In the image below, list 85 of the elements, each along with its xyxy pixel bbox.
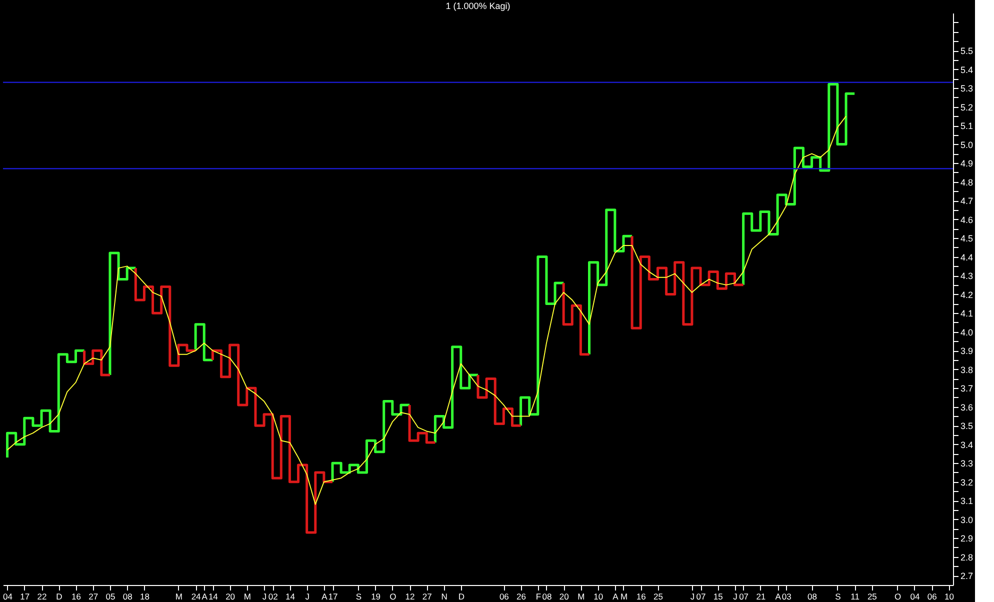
x-tick-label: O xyxy=(390,592,397,602)
x-tick-label: 27 xyxy=(422,592,432,602)
x-tick-label: M xyxy=(175,592,182,602)
x-tick-label: 17 xyxy=(20,592,30,602)
x-tick-label: O xyxy=(894,592,902,602)
y-tick-label: 4.4 xyxy=(960,252,974,262)
x-tick-label: N xyxy=(441,592,448,602)
y-tick-label: 5.3 xyxy=(960,84,974,94)
chart-title: 1 (1.000% Kagi) xyxy=(446,1,510,11)
y-tick-label: 3.3 xyxy=(960,458,974,469)
y-tick-label: 5.4 xyxy=(960,64,974,75)
y-tick-label: 2.9 xyxy=(960,534,974,544)
y-tick-label: 4.1 xyxy=(960,308,974,319)
x-tick-label: M xyxy=(244,592,251,602)
x-tick-label: 05 xyxy=(106,592,116,602)
y-tick-label: 4.9 xyxy=(960,158,974,169)
x-tick-label: 04 xyxy=(3,592,13,602)
x-tick-label: 08 xyxy=(122,592,133,602)
x-tick-label: 16 xyxy=(636,592,646,602)
x-tick-label: 22 xyxy=(37,592,48,602)
x-tick-label: 26 xyxy=(516,592,526,602)
x-tick-label: D xyxy=(56,592,62,602)
x-tick-label: 07 xyxy=(696,592,706,602)
x-tick-label: A xyxy=(202,592,208,602)
y-tick-label: 5.1 xyxy=(960,121,974,132)
x-tick-label: 04 xyxy=(910,592,920,602)
x-tick-label: 25 xyxy=(653,592,664,602)
x-tick-label: J xyxy=(733,592,738,602)
x-tick-label: 10 xyxy=(594,592,604,602)
y-tick-label: 5.0 xyxy=(960,140,974,150)
x-tick-label: 08 xyxy=(808,592,818,602)
x-tick-label: F xyxy=(536,592,542,602)
y-tick-label: 5.5 xyxy=(960,46,974,56)
y-tick-label: 3.2 xyxy=(960,477,974,488)
x-tick-label: M xyxy=(620,592,628,602)
x-tick-label: 06 xyxy=(499,592,510,602)
y-tick-label: 3.5 xyxy=(960,421,974,432)
x-tick-label: S xyxy=(835,592,842,602)
x-tick-label: J xyxy=(690,592,695,602)
y-tick-label: 3.1 xyxy=(960,496,974,506)
x-tick-label: 06 xyxy=(927,592,938,602)
y-tick-label: 3.9 xyxy=(960,346,974,356)
x-tick-label: 27 xyxy=(88,592,98,602)
x-tick-label: A xyxy=(322,592,328,602)
x-tick-label: 20 xyxy=(559,592,570,602)
x-tick-label: 24 xyxy=(191,592,202,602)
y-tick-label: 3.4 xyxy=(960,440,974,450)
y-tick-label: 2.7 xyxy=(960,571,974,582)
x-tick-label: 07 xyxy=(739,592,749,602)
y-tick-label: 5.2 xyxy=(960,102,974,112)
y-tick-label: 4.0 xyxy=(960,327,974,338)
x-tick-label: 14 xyxy=(208,592,218,602)
x-tick-label: 20 xyxy=(226,592,236,602)
y-tick-label: 4.2 xyxy=(960,290,974,300)
x-tick-label: 15 xyxy=(713,592,724,602)
x-tick-label: 10 xyxy=(944,592,954,602)
x-tick-label: 25 xyxy=(867,592,878,602)
x-tick-label: A xyxy=(775,592,782,602)
y-tick-label: 3.6 xyxy=(960,402,974,412)
y-tick-label: 3.7 xyxy=(960,384,974,394)
x-tick-label: 08 xyxy=(542,592,552,602)
y-tick-label: 4.7 xyxy=(960,196,974,206)
y-tick-label: 4.6 xyxy=(960,214,974,225)
x-tick-label: 21 xyxy=(756,592,766,602)
y-tick-label: 2.8 xyxy=(960,552,974,562)
x-tick-label: A xyxy=(612,592,619,602)
x-tick-label: J xyxy=(305,592,310,602)
x-tick-label: 16 xyxy=(72,592,82,602)
x-tick-label: 17 xyxy=(328,592,338,602)
x-tick-label: D xyxy=(458,592,464,602)
x-tick-label: M xyxy=(578,592,585,602)
y-tick-label: 4.3 xyxy=(960,271,974,282)
y-tick-label: 3.0 xyxy=(960,514,974,525)
y-tick-label: 3.8 xyxy=(960,364,974,375)
x-tick-label: 12 xyxy=(405,592,416,602)
x-tick-label: 11 xyxy=(850,592,860,602)
x-tick-label: 03 xyxy=(782,592,792,602)
y-tick-label: 4.5 xyxy=(960,234,974,244)
x-tick-label: J xyxy=(262,592,267,602)
x-tick-label: 14 xyxy=(285,592,296,602)
x-tick-label: 18 xyxy=(140,592,150,602)
y-tick-label: 4.8 xyxy=(960,177,974,188)
x-tick-label: 19 xyxy=(371,592,381,602)
x-tick-label: 02 xyxy=(268,592,278,602)
x-tick-label: S xyxy=(356,592,362,602)
